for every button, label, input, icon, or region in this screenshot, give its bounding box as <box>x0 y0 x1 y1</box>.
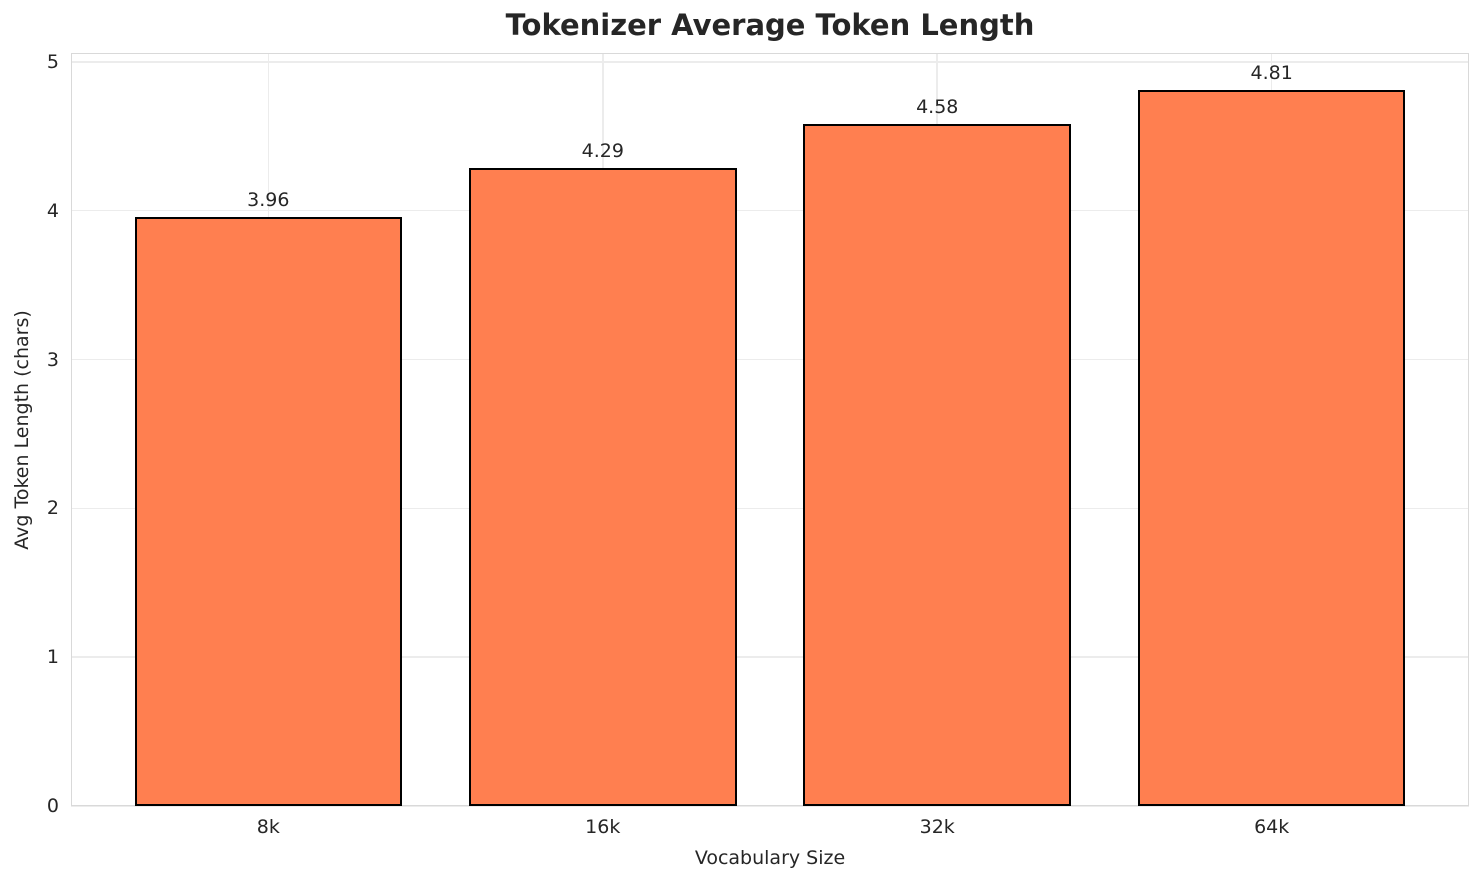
bar <box>468 167 737 806</box>
x-tick-label: 8k <box>256 816 280 838</box>
y-tick-label: 0 <box>46 795 59 817</box>
horizontal-gridline <box>71 358 1469 361</box>
bar <box>134 216 403 806</box>
y-tick-label: 5 <box>46 50 59 73</box>
bar-value-label: 4.81 <box>1250 62 1293 85</box>
x-tick-label: 32k <box>919 816 955 838</box>
y-tick-label: 4 <box>46 199 59 222</box>
bar-value-label: 4.29 <box>581 139 624 162</box>
bar-value-label: 3.96 <box>247 188 290 211</box>
horizontal-gridline <box>71 805 1469 807</box>
y-tick-label: 2 <box>46 497 59 520</box>
bar <box>803 124 1071 806</box>
x-tick-label: 16k <box>585 816 621 838</box>
horizontal-gridline <box>71 507 1469 510</box>
chart-title: Tokenizer Average Token Length <box>505 8 1035 42</box>
horizontal-gridline <box>71 209 1469 212</box>
horizontal-gridline <box>71 61 1469 63</box>
bar <box>1137 90 1406 806</box>
x-tick-label: 64k <box>1254 816 1290 838</box>
y-tick-label: 1 <box>46 646 59 669</box>
x-axis-label: Vocabulary Size <box>694 847 846 869</box>
y-tick-label: 3 <box>46 348 59 371</box>
bar-value-label: 4.58 <box>916 96 959 119</box>
horizontal-gridline <box>71 656 1469 658</box>
